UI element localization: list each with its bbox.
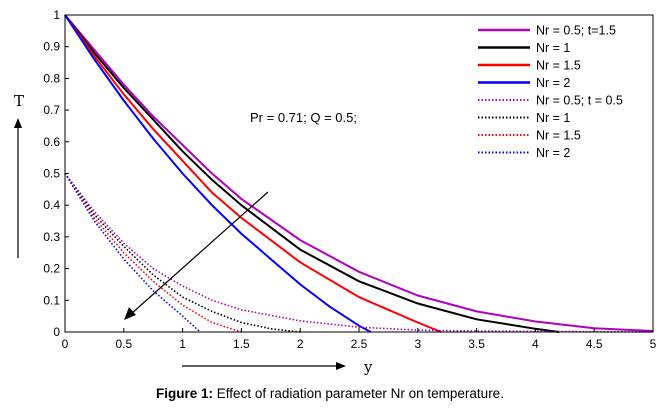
y-tick-label: 0.8 <box>43 71 60 85</box>
y-tick-label: 0.1 <box>43 293 60 307</box>
legend-label: Nr = 2 <box>536 146 570 160</box>
trend-arrow <box>130 191 269 315</box>
x-tick-label: 1 <box>179 337 186 351</box>
legend: Nr = 0.5; t=1.5 Nr = 1 Nr = 1.5 Nr = 2 Nr = … <box>478 24 623 160</box>
x-tick-label: 1.5 <box>233 337 250 351</box>
parameter-annotation: Pr = 0.71; Q = 0.5; <box>250 110 357 125</box>
y-axis-title: T <box>14 92 24 110</box>
x-tick-label: 2.5 <box>351 337 368 351</box>
series-line-4 <box>64 14 372 333</box>
x-tick-label: 5 <box>650 337 657 351</box>
series-line-2 <box>64 14 560 333</box>
y-tick-label: 0.5 <box>43 167 60 181</box>
legend-label: Nr = 1 <box>536 41 570 55</box>
y-axis-arrow-head <box>14 118 22 128</box>
x-tick-label: 2 <box>297 337 304 351</box>
series-line-7 <box>64 173 242 333</box>
series-line-6 <box>64 173 301 333</box>
x-axis-title: y <box>363 358 373 376</box>
x-tick-label: 0.5 <box>115 337 132 351</box>
legend-label: Nr = 0.5; t = 0.5 <box>536 94 623 108</box>
figure-caption: Figure 1: Effect of radiation parameter … <box>0 386 660 401</box>
x-tick-label: 3.5 <box>468 337 485 351</box>
y-tick-label: 0.3 <box>43 230 60 244</box>
y-tick-label: 0.6 <box>43 135 60 149</box>
x-tick-label: 0 <box>62 337 69 351</box>
legend-label: Nr = 1 <box>536 111 570 125</box>
y-tick-label: 0.4 <box>43 198 60 212</box>
axis-arrows <box>14 118 346 370</box>
chart: 0 0.5 1 1.5 2 2.5 3 3.5 4 4.5 5 0 0.1 0.2 0.3 0.4 0.5 0.6… <box>14 8 657 376</box>
legend-label: Nr = 2 <box>536 76 570 90</box>
x-tick-label: 3 <box>414 337 421 351</box>
y-tick-label: 0 <box>53 325 60 339</box>
ticks-layer: 0 0.5 1 1.5 2 2.5 3 3.5 4 4.5 5 0 0.1 0.2 0.3 0.4 0.5 0.6… <box>43 8 656 351</box>
x-tick-label: 4 <box>532 337 539 351</box>
series-layer <box>64 14 654 333</box>
series-line-3 <box>64 14 442 333</box>
series-line-5 <box>64 173 654 333</box>
legend-label: Nr = 0.5; t=1.5 <box>536 24 616 38</box>
y-tick-label: 0.2 <box>43 262 60 276</box>
y-tick-label: 0.9 <box>43 40 60 54</box>
x-tick-label: 4.5 <box>586 337 603 351</box>
figure-label: Figure 1: <box>156 386 214 401</box>
legend-label: Nr = 1.5 <box>536 129 581 143</box>
trend-arrow-head <box>124 307 136 320</box>
series-line-8 <box>64 173 201 333</box>
figure-caption-text: Effect of radiation parameter Nr on temp… <box>213 386 504 401</box>
y-tick-label: 1 <box>53 8 60 22</box>
x-axis-arrow-head <box>336 362 346 370</box>
y-tick-label: 0.7 <box>43 103 60 117</box>
series-line-1 <box>64 14 654 332</box>
legend-label: Nr = 1.5 <box>536 59 581 73</box>
